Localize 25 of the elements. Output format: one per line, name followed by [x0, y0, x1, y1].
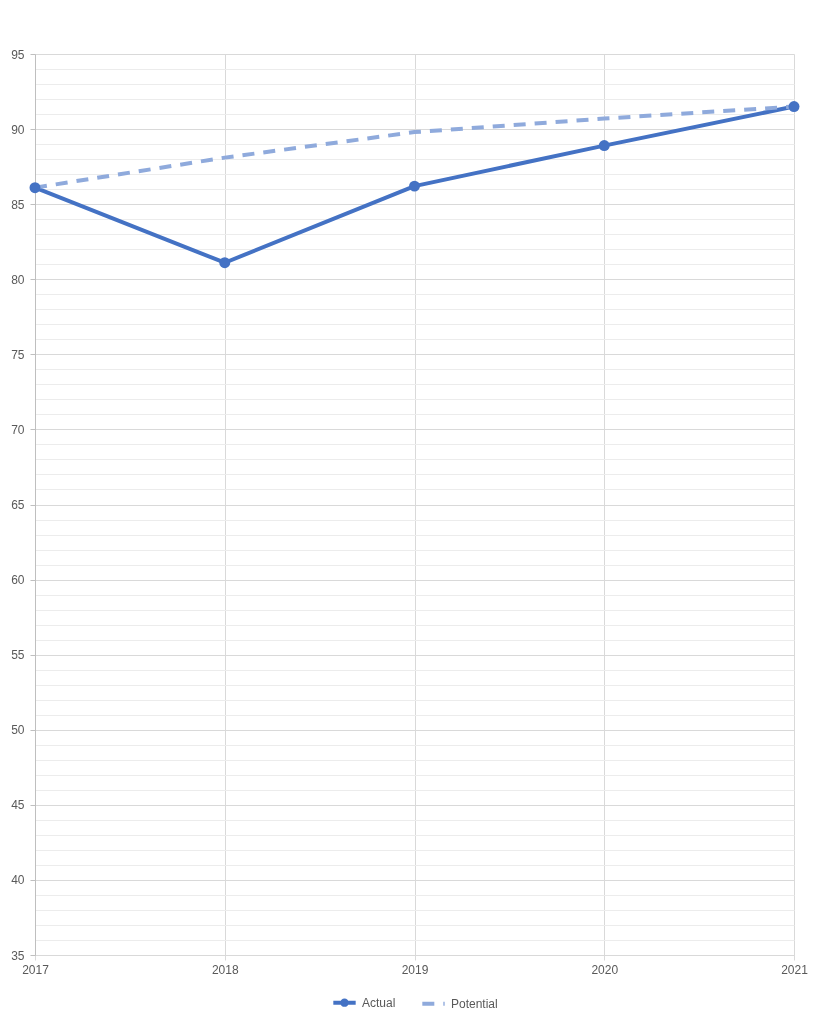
x-tick-label: 2017: [22, 962, 50, 977]
x-tick-label: 2018: [211, 962, 239, 977]
y-tick-label: 35: [11, 948, 25, 963]
point: [409, 180, 420, 192]
y-tick-label: 55: [11, 648, 25, 663]
y-tick-label: 60: [11, 573, 25, 588]
legend-label: Actual: [362, 995, 396, 1010]
point: [598, 140, 610, 152]
y-tick-label: 75: [11, 347, 25, 362]
y-tick-label: 45: [11, 798, 25, 813]
y-tick-label: 65: [11, 498, 25, 512]
y-tick-label: 40: [11, 873, 25, 888]
legend-label: Potential: [451, 996, 498, 1011]
y-tick-label: 95: [11, 47, 25, 62]
x-tick-label: 2020: [591, 962, 619, 977]
x-tick-label: 2019: [401, 962, 429, 977]
y-tick-label: 90: [11, 122, 25, 137]
point: [29, 182, 41, 194]
point: [219, 257, 231, 269]
y-tick-label: 50: [11, 723, 25, 738]
y-tick-label: 80: [11, 272, 25, 287]
y-tick-label: 85: [11, 197, 25, 212]
x-tick-label: 2021: [781, 962, 809, 977]
y-tick-label: 70: [11, 422, 25, 437]
point: [788, 101, 800, 113]
